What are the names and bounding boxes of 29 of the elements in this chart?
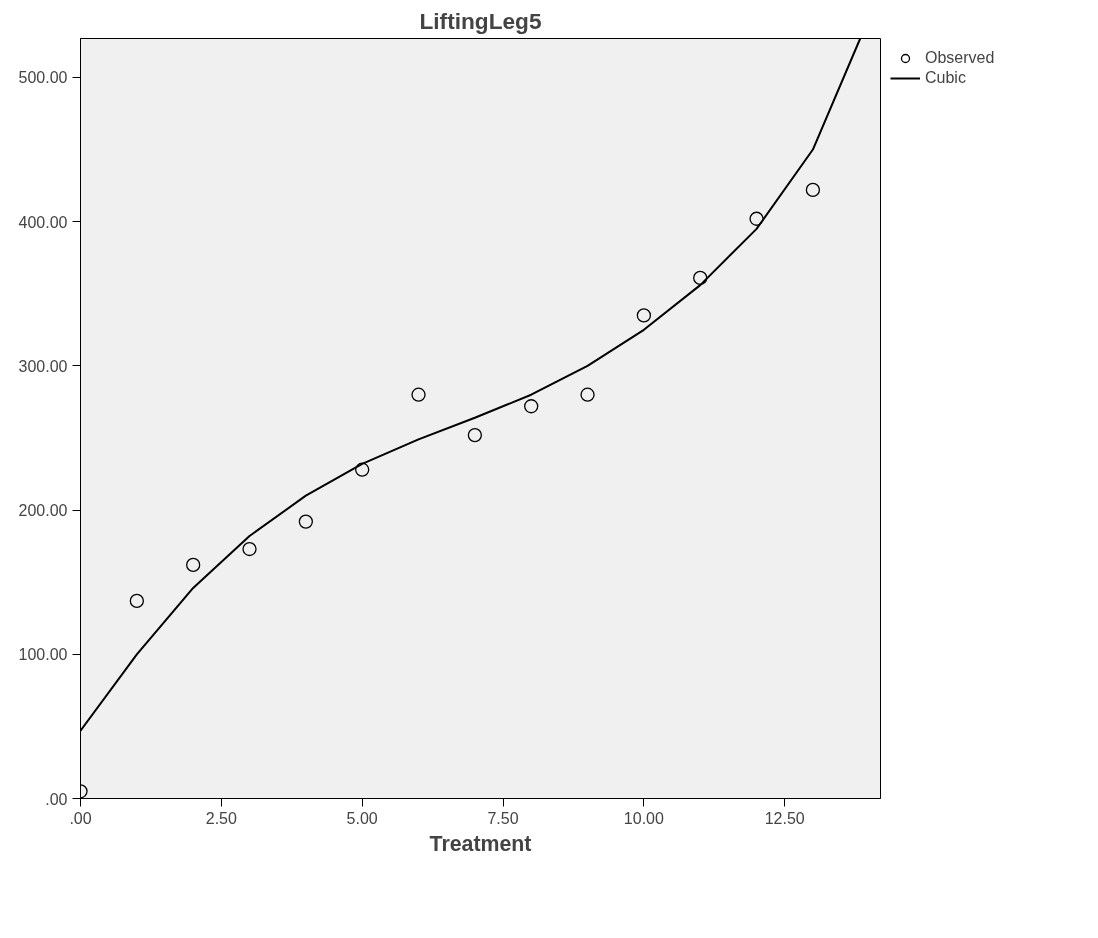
y-tick-label: 100.00 [18,646,68,664]
point [186,557,201,573]
point [580,387,595,402]
point [467,427,483,443]
y-tick-label: 200.00 [18,502,68,520]
x-tick-label: 2.50 [205,809,238,827]
y-tick-label: 500.00 [18,69,68,87]
y-tick-label: .00 [45,790,68,808]
y-tick-label: 400.00 [18,213,68,231]
point [298,514,313,529]
point [749,211,764,226]
legend-label: Observed [925,49,995,67]
x-tick-label: 5.00 [346,809,378,827]
point [524,399,539,414]
point [242,541,257,557]
point [693,270,708,286]
x-tick-label: 10.00 [623,809,664,827]
legend-label: Cubic [925,69,966,87]
point [129,593,144,609]
point [636,308,652,323]
x-tick-label: 7.50 [487,809,519,827]
x-tick-label: 12.50 [764,809,805,827]
y-tick-label: 300.00 [18,357,68,375]
point [355,462,370,477]
point [805,182,821,198]
x-tick-label: .00 [69,809,92,827]
chart-title: LiftingLeg5 [419,7,542,34]
point [411,387,426,402]
x-axis-title: Treatment [429,831,532,856]
